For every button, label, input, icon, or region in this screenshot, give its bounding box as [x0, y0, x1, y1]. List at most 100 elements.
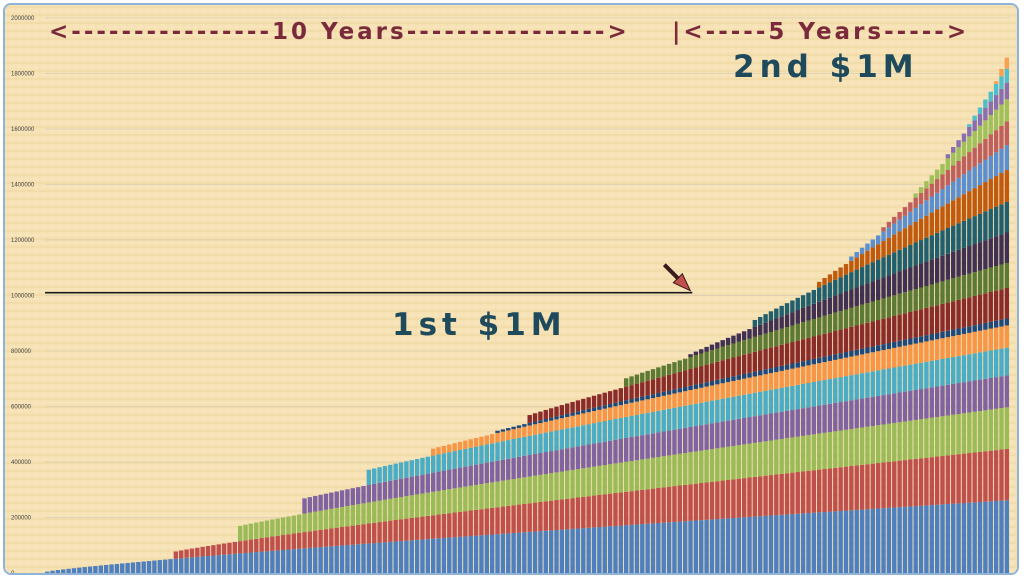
bar-segment [972, 353, 977, 381]
bar-segment [715, 519, 720, 573]
bar-column [361, 486, 366, 573]
bar-segment [913, 207, 918, 222]
bar-segment [479, 484, 484, 510]
bar-column [377, 467, 382, 573]
bar-segment [366, 523, 372, 544]
bar-column [120, 563, 125, 573]
bar-segment [795, 310, 800, 324]
bar-segment [870, 371, 876, 397]
bar-segment [184, 557, 189, 573]
bar-segment [881, 241, 886, 258]
bar-segment [270, 550, 275, 573]
bar-segment [559, 499, 565, 530]
bar-segment [570, 447, 575, 470]
bar-segment [436, 447, 441, 455]
bar-segment [511, 439, 516, 458]
bar-segment [779, 316, 784, 329]
bar-segment [532, 434, 538, 454]
bar-column [967, 124, 972, 573]
bar-segment [355, 524, 361, 545]
bar-segment [232, 553, 238, 573]
bar-segment [940, 303, 945, 332]
bar-segment [731, 445, 736, 480]
bar-segment [833, 354, 838, 360]
bar-segment [586, 496, 591, 528]
bar-segment [768, 440, 774, 476]
bar-segment [506, 533, 511, 573]
bar-segment [334, 507, 339, 528]
bar-segment [725, 518, 731, 573]
bar-segment [934, 179, 940, 193]
bar-segment [468, 510, 473, 537]
bar-segment [902, 313, 908, 340]
bar-segment [758, 370, 763, 376]
bar-segment [511, 457, 516, 480]
bar-segment [345, 545, 350, 573]
bar-segment [377, 542, 382, 573]
bar-segment [296, 532, 302, 549]
bar-segment [404, 496, 409, 519]
bar-segment [940, 206, 945, 231]
bar-segment [82, 567, 87, 573]
bar-segment [500, 480, 506, 507]
bar-column [822, 277, 827, 573]
bar-segment [715, 481, 720, 520]
bar-segment [393, 463, 398, 480]
bar-segment [666, 363, 672, 375]
bar-segment [640, 524, 645, 573]
bar-segment [736, 395, 741, 419]
bar-segment [677, 521, 683, 573]
bar-segment [699, 483, 704, 521]
bar-segment [522, 424, 527, 427]
bar-segment [843, 401, 849, 430]
bar-segment [929, 505, 934, 573]
bar-column [420, 457, 425, 573]
bar-segment [774, 388, 779, 413]
bar-segment [318, 529, 323, 548]
bar-segment [731, 376, 736, 381]
bar-segment [795, 472, 800, 514]
bar-segment [972, 166, 977, 189]
bar-segment [414, 475, 420, 495]
bar-column [827, 274, 833, 573]
bar-segment [452, 443, 457, 452]
bar-column [779, 305, 784, 573]
bar-segment [731, 419, 736, 446]
bar-segment [763, 369, 768, 375]
bar-segment [425, 515, 431, 540]
bar-column [961, 133, 967, 573]
bar-segment [784, 514, 790, 573]
bar-segment [232, 541, 238, 554]
bar-segment [693, 367, 699, 385]
bar-segment [913, 389, 918, 420]
bar-segment [152, 560, 157, 573]
bar-segment [972, 147, 977, 167]
bar-segment [500, 459, 506, 481]
bar-segment [495, 442, 500, 461]
bar-segment [956, 383, 961, 414]
bar-segment [924, 361, 929, 389]
bar-segment [736, 356, 741, 376]
bar-segment [463, 448, 468, 467]
bar-segment [640, 372, 645, 383]
bar-segment [988, 101, 993, 116]
bar-column [875, 235, 881, 573]
bar-segment [506, 440, 511, 459]
bar-segment [656, 488, 661, 524]
bar-segment [591, 443, 597, 467]
bar-segment [918, 342, 924, 363]
bar-column [677, 360, 683, 573]
bar-segment [613, 439, 618, 464]
bar-segment [865, 283, 870, 304]
bar-segment [886, 317, 892, 343]
bar-column [747, 329, 752, 573]
bar-segment [892, 223, 897, 235]
bar-segment [741, 417, 747, 445]
bar-segment [688, 354, 693, 357]
bar-segment [543, 409, 548, 419]
bar-segment [784, 369, 790, 387]
bar-segment [634, 414, 640, 437]
bar-segment [570, 401, 575, 413]
bar-segment [956, 249, 961, 277]
bar-segment [918, 309, 924, 337]
